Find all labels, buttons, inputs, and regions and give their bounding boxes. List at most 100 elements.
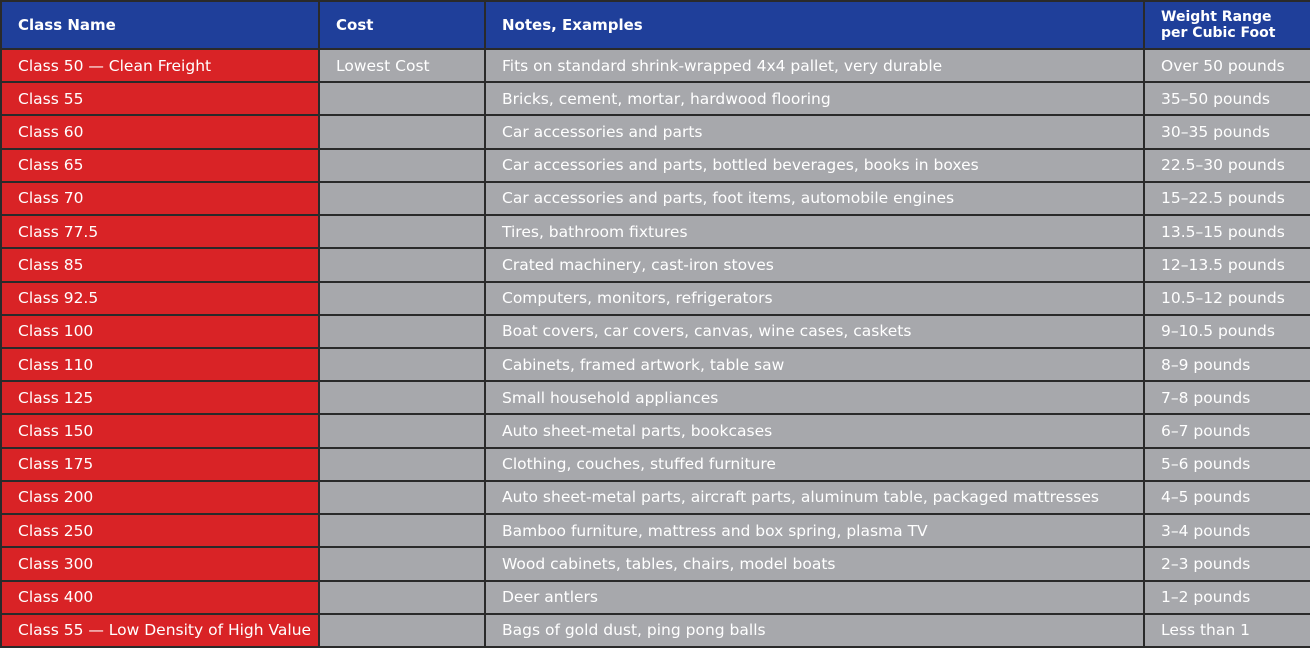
table-row: Class 175 Clothing, couches, stuffed furn… — [0, 446, 1310, 482]
notes-cell: Car accessories and parts, bottled bever… — [484, 147, 1145, 183]
table-row: Class 55 — Low Density of High Value Bags… — [0, 612, 1310, 648]
notes-cell: Fits on standard shrink-wrapped 4x4 pall… — [484, 47, 1145, 84]
weight-range-cell: 4–5 pounds — [1143, 479, 1310, 516]
cost-cell — [318, 612, 486, 648]
weight-range-cell: 2–3 pounds — [1143, 546, 1310, 582]
table-row: Class 110 Cabinets, framed artwork, table… — [0, 346, 1310, 383]
cost-cell — [318, 214, 486, 250]
class-name-cell: Class 150 — [0, 413, 320, 449]
class-name-cell: Class 125 — [0, 380, 320, 416]
notes-cell: Wood cabinets, tables, chairs, model boa… — [484, 546, 1145, 582]
cost-cell — [318, 579, 486, 615]
table-body: Class 50 — Clean Freight Lowest Cost Fits … — [0, 47, 1310, 648]
table-row: Class 70 Car accessories and parts, foot … — [0, 180, 1310, 217]
notes-cell: Auto sheet-metal parts, bookcases — [484, 413, 1145, 449]
notes-cell: Clothing, couches, stuffed furniture — [484, 446, 1145, 482]
table-row: Class 100 Boat covers, car covers, canvas… — [0, 313, 1310, 349]
class-name-cell: Class 70 — [0, 180, 320, 217]
header-row: Class Name Cost Notes, Examples Weight R… — [0, 0, 1310, 50]
weight-range-cell: Over 50 pounds — [1143, 47, 1310, 84]
cost-cell — [318, 479, 486, 516]
weight-range-cell: 30–35 pounds — [1143, 114, 1310, 150]
weight-range-cell: 5–6 pounds — [1143, 446, 1310, 482]
table-row: Class 125 Small household appliances 7–8 p… — [0, 380, 1310, 416]
class-name-cell: Class 300 — [0, 546, 320, 582]
cost-cell — [318, 513, 486, 549]
cost-cell — [318, 180, 486, 217]
class-name-cell: Class 92.5 — [0, 280, 320, 316]
weight-range-cell: 8–9 pounds — [1143, 346, 1310, 383]
cost-cell — [318, 546, 486, 582]
table-row: Class 150 Auto sheet-metal parts, bookcas… — [0, 413, 1310, 449]
cost-cell: Lowest Cost — [318, 47, 486, 84]
notes-cell: Bags of gold dust, ping pong balls — [484, 612, 1145, 648]
weight-range-cell: 22.5–30 pounds — [1143, 147, 1310, 183]
table-row: Class 92.5 Computers, monitors, refrigera… — [0, 280, 1310, 316]
header-notes: Notes, Examples — [484, 0, 1145, 50]
class-name-cell: Class 200 — [0, 479, 320, 516]
class-name-cell: Class 400 — [0, 579, 320, 615]
weight-range-cell: 9–10.5 pounds — [1143, 313, 1310, 349]
table-row: Class 77.5 Tires, bathroom fixtures 13.5–1… — [0, 214, 1310, 250]
weight-range-cell: 3–4 pounds — [1143, 513, 1310, 549]
notes-cell: Cabinets, framed artwork, table saw — [484, 346, 1145, 383]
cost-cell — [318, 413, 486, 449]
table-row: Class 55 Bricks, cement, mortar, hardwood… — [0, 81, 1310, 117]
weight-range-cell: 6–7 pounds — [1143, 413, 1310, 449]
cost-cell — [318, 114, 486, 150]
class-name-cell: Class 175 — [0, 446, 320, 482]
weight-range-cell: 13.5–15 pounds — [1143, 214, 1310, 250]
header-weight-line1: Weight Range — [1161, 9, 1272, 25]
class-name-cell: Class 85 — [0, 247, 320, 283]
cost-cell — [318, 380, 486, 416]
table-row: Class 60 Car accessories and parts 30–35 p… — [0, 114, 1310, 150]
notes-cell: Bamboo furniture, mattress and box sprin… — [484, 513, 1145, 549]
table-row: Class 250 Bamboo furniture, mattress and … — [0, 513, 1310, 549]
cost-cell — [318, 247, 486, 283]
header-class-name: Class Name — [0, 0, 320, 50]
table-row: Class 65 Car accessories and parts, bottl… — [0, 147, 1310, 183]
header-cost: Cost — [318, 0, 486, 50]
cost-cell — [318, 346, 486, 383]
cost-cell — [318, 313, 486, 349]
notes-cell: Car accessories and parts, foot items, a… — [484, 180, 1145, 217]
weight-range-cell: 15–22.5 pounds — [1143, 180, 1310, 217]
class-name-cell: Class 50 — Clean Freight — [0, 47, 320, 84]
class-name-cell: Class 110 — [0, 346, 320, 383]
notes-cell: Auto sheet-metal parts, aircraft parts, … — [484, 479, 1145, 516]
notes-cell: Computers, monitors, refrigerators — [484, 280, 1145, 316]
notes-cell: Boat covers, car covers, canvas, wine ca… — [484, 313, 1145, 349]
notes-cell: Tires, bathroom fixtures — [484, 214, 1145, 250]
weight-range-cell: 7–8 pounds — [1143, 380, 1310, 416]
cost-cell — [318, 280, 486, 316]
notes-cell: Deer antlers — [484, 579, 1145, 615]
header-weight-range: Weight Range per Cubic Foot — [1143, 0, 1310, 50]
cost-cell — [318, 147, 486, 183]
weight-range-cell: 1–2 pounds — [1143, 579, 1310, 615]
class-name-cell: Class 60 — [0, 114, 320, 150]
header-weight-line2: per Cubic Foot — [1161, 25, 1276, 41]
table-header: Class Name Cost Notes, Examples Weight R… — [0, 0, 1310, 50]
weight-range-cell: 35–50 pounds — [1143, 81, 1310, 117]
table-row: Class 300 Wood cabinets, tables, chairs, … — [0, 546, 1310, 582]
table-row: Class 50 — Clean Freight Lowest Cost Fits … — [0, 47, 1310, 84]
table-row: Class 400 Deer antlers 1–2 pounds — [0, 579, 1310, 615]
class-name-cell: Class 65 — [0, 147, 320, 183]
notes-cell: Small household appliances — [484, 380, 1145, 416]
class-name-cell: Class 55 — Low Density of High Value — [0, 612, 320, 648]
class-name-cell: Class 77.5 — [0, 214, 320, 250]
table-row: Class 200 Auto sheet-metal parts, aircraf… — [0, 479, 1310, 516]
class-name-cell: Class 55 — [0, 81, 320, 117]
notes-cell: Crated machinery, cast-iron stoves — [484, 247, 1145, 283]
notes-cell: Car accessories and parts — [484, 114, 1145, 150]
table-row: Class 85 Crated machinery, cast-iron stov… — [0, 247, 1310, 283]
weight-range-cell: 10.5–12 pounds — [1143, 280, 1310, 316]
cost-cell — [318, 446, 486, 482]
cost-cell — [318, 81, 486, 117]
weight-range-cell: 12–13.5 pounds — [1143, 247, 1310, 283]
class-name-cell: Class 250 — [0, 513, 320, 549]
class-name-cell: Class 100 — [0, 313, 320, 349]
notes-cell: Bricks, cement, mortar, hardwood floorin… — [484, 81, 1145, 117]
weight-range-cell: Less than 1 — [1143, 612, 1310, 648]
